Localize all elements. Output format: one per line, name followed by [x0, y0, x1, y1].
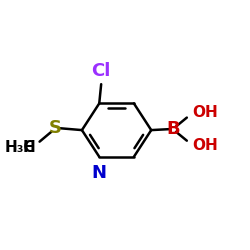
Text: Cl: Cl [92, 62, 111, 80]
Text: H: H [23, 140, 36, 155]
Text: OH: OH [192, 105, 218, 120]
Text: S: S [48, 119, 62, 137]
Text: B: B [166, 120, 180, 138]
Text: OH: OH [192, 138, 218, 153]
Text: N: N [92, 164, 107, 182]
Text: H₃C: H₃C [5, 140, 36, 155]
